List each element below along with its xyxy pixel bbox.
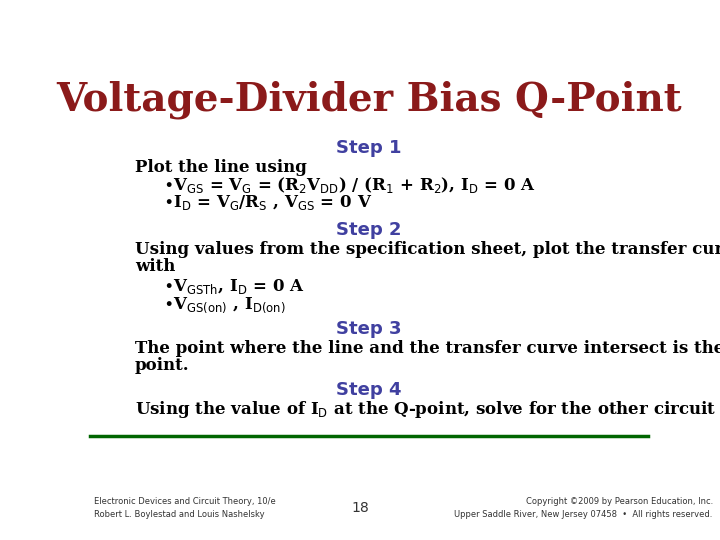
Text: Copyright ©2009 by Pearson Education, Inc.: Copyright ©2009 by Pearson Education, In… bbox=[526, 497, 713, 505]
Text: Voltage-Divider Bias Q-Point: Voltage-Divider Bias Q-Point bbox=[56, 81, 682, 119]
Text: PEARSON: PEARSON bbox=[16, 197, 65, 205]
Text: Step 2: Step 2 bbox=[336, 221, 402, 239]
Text: $\bullet$V$_{\mathrm{GSTh}}$, I$_{\mathrm{D}}$ = 0 A: $\bullet$V$_{\mathrm{GSTh}}$, I$_{\mathr… bbox=[163, 276, 305, 295]
Text: $\bullet$I$_{\mathrm{D}}$ = V$_{\mathrm{G}}$/R$_{\mathrm{S}}$ , V$_{\mathrm{GS}}: $\bullet$I$_{\mathrm{D}}$ = V$_{\mathrm{… bbox=[163, 193, 372, 212]
Text: Using the value of I$_{\mathrm{D}}$ at the Q-point, solve for the other circuit : Using the value of I$_{\mathrm{D}}$ at t… bbox=[135, 400, 720, 421]
Text: Robert L. Boylestad and Louis Nashelsky: Robert L. Boylestad and Louis Nashelsky bbox=[94, 510, 264, 518]
Text: Plot the line using: Plot the line using bbox=[135, 159, 307, 176]
Text: $\bullet$V$_{\mathrm{GS(on)}}$ , I$_{\mathrm{D(on)}}$: $\bullet$V$_{\mathrm{GS(on)}}$ , I$_{\ma… bbox=[163, 295, 285, 314]
Text: Using values from the specification sheet, plot the transfer curve: Using values from the specification shee… bbox=[135, 241, 720, 258]
Text: 18: 18 bbox=[351, 501, 369, 515]
Text: Step 1: Step 1 bbox=[336, 139, 402, 157]
Text: with: with bbox=[135, 258, 175, 275]
Text: Electronic Devices and Circuit Theory, 10/e: Electronic Devices and Circuit Theory, 1… bbox=[94, 497, 275, 505]
Text: point.: point. bbox=[135, 356, 189, 374]
Text: $\bullet$V$_{\mathrm{GS}}$ = V$_{\mathrm{G}}$ = (R$_2$V$_{\mathrm{DD}}$) / (R$_1: $\bullet$V$_{\mathrm{GS}}$ = V$_{\mathrm… bbox=[163, 176, 535, 195]
Text: Upper Saddle River, New Jersey 07458  •  All rights reserved.: Upper Saddle River, New Jersey 07458 • A… bbox=[454, 510, 713, 518]
Text: Step 3: Step 3 bbox=[336, 320, 402, 338]
Text: Step 4: Step 4 bbox=[336, 381, 402, 399]
Text: The point where the line and the transfer curve intersect is the Q-: The point where the line and the transfe… bbox=[135, 340, 720, 357]
